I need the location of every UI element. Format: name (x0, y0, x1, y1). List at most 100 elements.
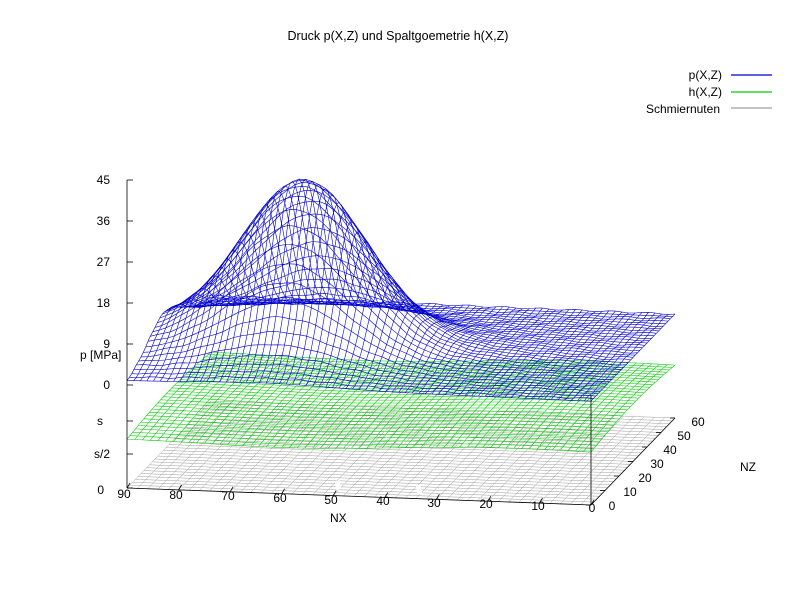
x-tick (590, 499, 595, 506)
blueGrid-line (405, 307, 490, 393)
axes (126, 179, 676, 506)
blueGrid-line (464, 308, 550, 396)
x-tick-label: 0 (589, 501, 596, 515)
blueGrid-line (140, 295, 225, 381)
blueGrid-line (365, 297, 450, 391)
greenGrid-line (459, 360, 544, 448)
x-tick-label: 60 (273, 491, 287, 505)
blueGrid-line (332, 251, 417, 388)
greyGrid-line (157, 455, 622, 474)
x-tick-label: 80 (169, 488, 183, 502)
greenGrid-line (544, 362, 629, 450)
h-surface (126, 351, 676, 453)
greenGrid-line (389, 360, 475, 449)
blueGrid-line (478, 309, 563, 397)
blueGrid-line (544, 312, 629, 400)
greenGrid-line (129, 435, 594, 449)
greenGrid-line (242, 358, 328, 446)
greyGrid-line (137, 401, 222, 489)
x-tick-label: 70 (221, 489, 235, 503)
greenGrid-line (304, 360, 390, 449)
groove-mark (334, 480, 342, 491)
greenGrid-line (490, 360, 575, 448)
greenGrid-line (142, 352, 227, 441)
greenGrid-line (590, 364, 676, 453)
greyGrid-line (166, 447, 631, 465)
legend-label-h: h(X,Z) (689, 85, 722, 99)
greyGrid-line (154, 458, 620, 477)
blueGrid-line (358, 290, 444, 390)
blueGrid-line (511, 311, 596, 398)
z-tick-label: 45 (97, 173, 111, 187)
greyGrid-line (188, 423, 653, 442)
blueGrid-line (285, 188, 371, 385)
blueGrid-line (584, 314, 669, 401)
blueGrid-line (153, 292, 238, 382)
legend-label-schmiernuten: Schmiernuten (646, 102, 720, 116)
greenGrid-line (273, 359, 359, 448)
greyGrid-line (178, 402, 263, 491)
greyGrid-line (163, 450, 628, 468)
h-tick-label: s (97, 414, 103, 428)
x-tick-label: 20 (479, 497, 493, 511)
greenGrid-line (559, 363, 645, 451)
x-tick-label: 30 (427, 496, 441, 510)
blueGrid-line (292, 194, 377, 385)
greyGrid-line (436, 412, 521, 500)
blueGrid-line (398, 306, 483, 393)
z-tick-labels: 45 36 27 18 9 0 (97, 173, 111, 392)
greyGrid-line (143, 470, 608, 488)
greenGrid-line (567, 363, 652, 451)
blueGrid-line (524, 310, 609, 399)
x-tick (126, 482, 131, 489)
greenGrid-line (351, 361, 436, 449)
greenGrid-line (173, 354, 258, 442)
greenGrid-line (335, 361, 420, 449)
blueGrid-line (438, 308, 523, 395)
blueGrid-line (504, 310, 589, 398)
blueGrid-line (451, 307, 537, 396)
legend: p(X,Z) h(X,Z) Schmiernuten (646, 68, 772, 116)
greyGrid-line (570, 417, 655, 505)
greyGrid-line (185, 426, 650, 445)
greenGrid-line (265, 359, 351, 448)
greyGrid-line (126, 400, 212, 489)
blueGrid-line (279, 184, 364, 384)
greyGrid-line (171, 441, 636, 459)
greyGrid-line (394, 410, 480, 498)
blueGrid-line (272, 181, 358, 384)
greyGrid-line (132, 481, 597, 500)
blueGrid-line (590, 313, 676, 402)
y-tick-labels: 0 10 20 30 40 50 60 (609, 415, 705, 513)
x-tick (281, 488, 286, 494)
x-tick (332, 490, 337, 496)
blueGrid-line (193, 249, 278, 382)
x-tick-label: 40 (376, 494, 390, 508)
blueGrid-line (425, 306, 510, 394)
blueGrid-line (385, 304, 470, 392)
blueGrid-line (173, 200, 638, 354)
greyGrid-line (467, 413, 552, 501)
greenGrid-line (126, 351, 212, 440)
greyGrid-line (160, 452, 625, 471)
greyGrid-line (281, 406, 366, 494)
blueGrid-line (345, 273, 430, 389)
greenGrid-line (405, 360, 490, 448)
blueGrid-line (259, 178, 344, 383)
greenGrid-line (420, 360, 506, 448)
y-axis-label: NZ (740, 460, 756, 474)
blueGrid-line (159, 195, 624, 368)
chart-title: Druck p(X,Z) und Spaltgoemetrie h(X,Z) (288, 29, 509, 43)
greyGrid-line (152, 461, 617, 480)
greenGrid-line (366, 360, 451, 449)
y-tick-label: 0 (609, 499, 616, 513)
greyGrid-line (312, 407, 397, 495)
blueGrid-line (577, 313, 662, 401)
greyGrid-line (364, 409, 449, 497)
greyGrid-line (456, 412, 542, 501)
greenGrid-line (552, 362, 637, 451)
blueGrid-line (517, 311, 603, 399)
greyGrid-line (147, 401, 232, 489)
blueGrid-line (431, 307, 517, 395)
greenGrid-line (134, 352, 219, 440)
